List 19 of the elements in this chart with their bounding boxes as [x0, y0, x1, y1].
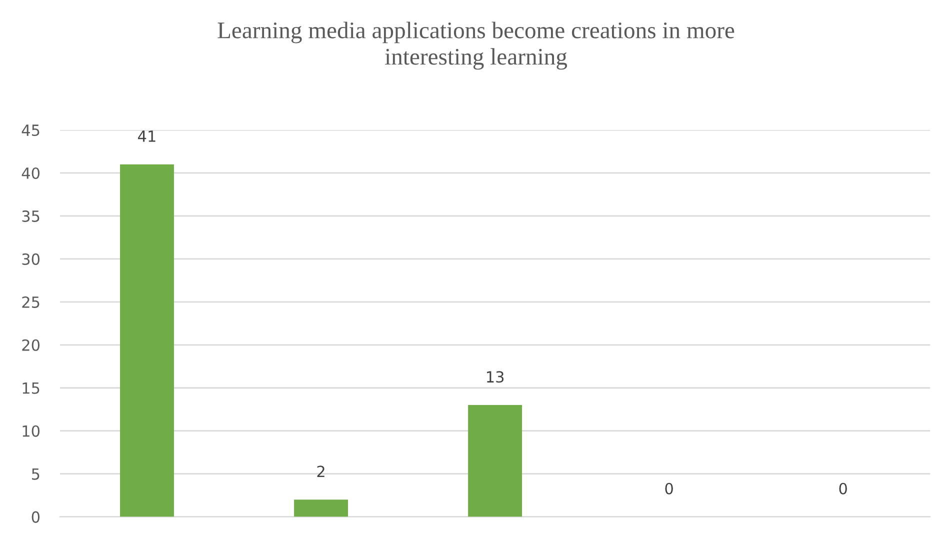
data-label: 0	[839, 482, 847, 494]
y-tick-label: 20	[22, 339, 40, 351]
bar	[468, 405, 522, 517]
y-tick-label: 35	[22, 210, 40, 222]
y-tick-label: 40	[22, 167, 40, 180]
bar	[294, 500, 348, 517]
y-tick-label: 5	[32, 468, 40, 480]
y-tick-label: 30	[22, 253, 40, 265]
data-label: 0	[665, 482, 673, 494]
y-tick-label: 0	[32, 511, 40, 523]
y-tick-label: 10	[22, 425, 40, 437]
chart-title: Learning media applications become creations in more interesting learning	[218, 22, 734, 70]
data-label: 13	[487, 371, 504, 383]
bar	[120, 164, 174, 517]
data-label: 2	[317, 466, 324, 477]
data-label: 41	[138, 130, 156, 142]
y-tick-label: 45	[22, 124, 40, 136]
y-tick-label: 15	[22, 382, 40, 394]
y-tick-label: 25	[22, 296, 40, 308]
